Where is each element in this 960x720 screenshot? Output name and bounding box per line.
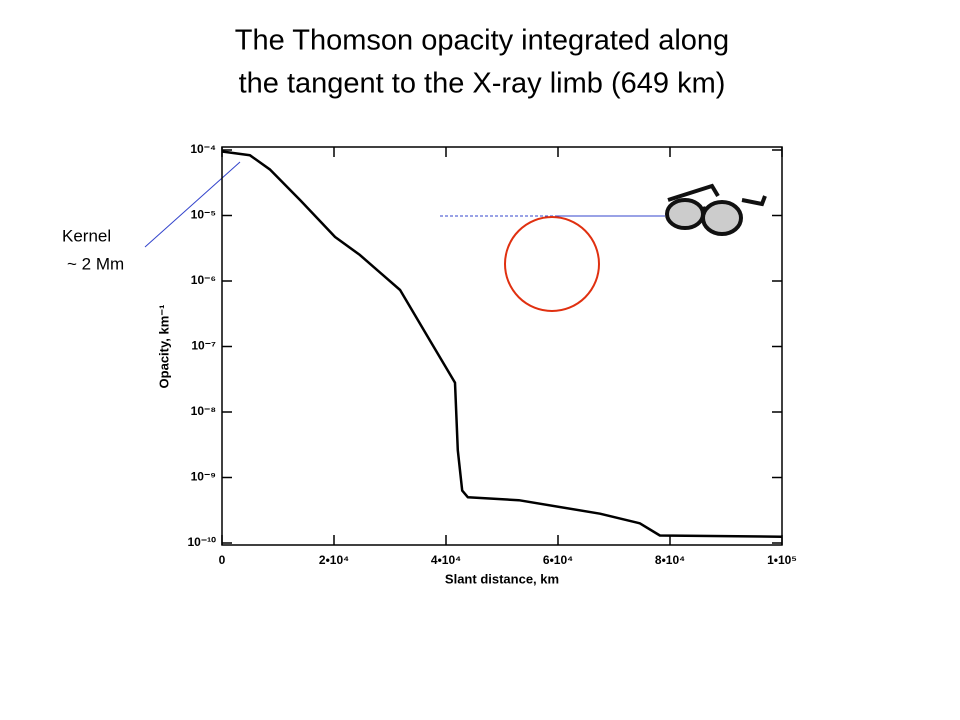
y-tick-label: 10⁻⁵ — [191, 208, 216, 222]
x-tick-label: 6•10⁴ — [543, 553, 573, 567]
y-tick-label: 10⁻⁸ — [191, 404, 216, 418]
plot: 0 2•10⁴ 4•10⁴ 6•10⁴ 8•10⁴ 1•10⁵ 10⁻¹⁰ 10⁻⁹ 10⁻⁸ 1… — [156, 142, 796, 586]
title-line: The Thomson opacity integrated along — [235, 25, 729, 57]
y-axis-label: Opacity, km⁻¹ — [156, 305, 171, 389]
y-tick-label: 10⁻¹⁰ — [188, 535, 217, 549]
x-tick-label: 0 — [219, 553, 226, 567]
x-axis-label: Slant distance, km — [445, 571, 559, 586]
x-tick-label: 8•10⁴ — [655, 553, 685, 567]
x-tick-label: 4•10⁴ — [431, 553, 461, 567]
circle — [504, 216, 600, 312]
glasses-icon — [665, 183, 767, 236]
y-tick-label: 10⁻⁷ — [191, 339, 216, 353]
annotation: Kernel — [62, 226, 111, 245]
title-line: the tangent to the X-ray limb (649 km) — [239, 68, 726, 100]
x-tick-label: 1•10⁵ — [767, 553, 797, 567]
kernel-pointer — [144, 161, 241, 248]
y-tick-label: 10⁻⁹ — [191, 470, 216, 484]
annotation: ~ 2 Mm — [67, 254, 124, 273]
x-tick-label: 2•10⁴ — [319, 553, 349, 567]
data-line — [221, 150, 783, 538]
y-tick-label: 10⁻⁴ — [190, 142, 216, 156]
y-tick-label: 10⁻⁶ — [191, 273, 216, 287]
